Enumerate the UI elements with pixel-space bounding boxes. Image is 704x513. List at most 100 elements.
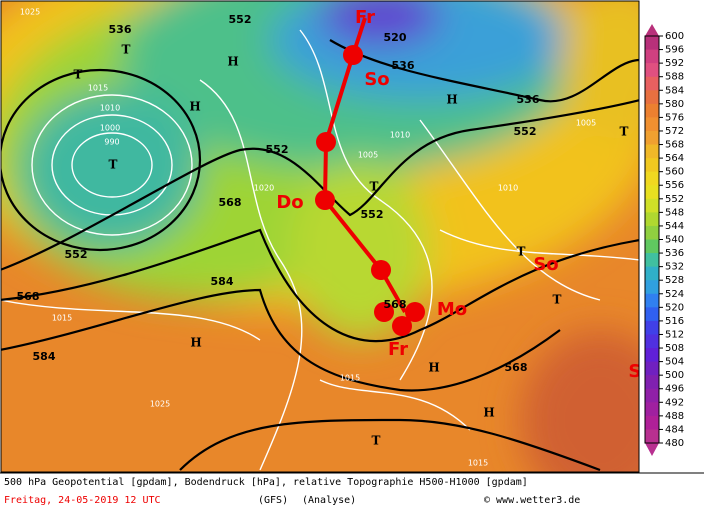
colorbar-swatch	[645, 429, 659, 444]
colorbar-cap	[645, 443, 659, 456]
pressure-center: T	[74, 68, 83, 82]
colorbar-swatch	[645, 348, 659, 363]
colorbar-label: 584	[665, 85, 684, 96]
contour-label: 584	[33, 350, 56, 363]
contour-label: 568	[384, 298, 407, 311]
contour-label: 568	[219, 196, 242, 209]
colorbar-swatch	[645, 90, 659, 105]
pressure-label: 1020	[254, 184, 274, 193]
colorbar-swatch	[645, 144, 659, 159]
colorbar-swatch	[645, 307, 659, 322]
colorbar-label: 568	[665, 140, 684, 151]
contour-label: 552	[229, 13, 252, 26]
pressure-center: H	[190, 336, 201, 350]
pressure-center: T	[122, 43, 131, 57]
colorbar-swatch	[645, 361, 659, 376]
colorbar-swatch	[645, 185, 659, 200]
colorbar-swatch	[645, 388, 659, 403]
track-label: Mo	[437, 299, 467, 320]
colorbar-label: 528	[665, 275, 684, 286]
footer-date: Freitag, 24-05-2019 12 UTC	[4, 495, 161, 506]
contour-label: 568	[505, 361, 528, 374]
pressure-center: T	[109, 158, 118, 172]
track-label: So	[364, 69, 389, 90]
pressure-label: 1005	[358, 151, 378, 160]
colorbar-swatch	[645, 415, 659, 430]
pressure-label: 1010	[498, 184, 518, 193]
colorbar-swatch	[645, 212, 659, 227]
contour-label: 568	[17, 290, 40, 303]
colorbar-cap	[645, 24, 659, 36]
colorbar-label: 560	[665, 167, 684, 178]
colorbar-label: 488	[665, 411, 684, 422]
colorbar-label: 600	[665, 31, 684, 42]
colorbar-label: 548	[665, 207, 684, 218]
colorbar-swatch	[645, 103, 659, 118]
footer-analysis: (Analyse)	[302, 495, 356, 506]
footer-credit: © www.wetter3.de	[484, 495, 580, 506]
colorbar-label: 544	[665, 221, 684, 232]
pressure-label: 1010	[390, 131, 410, 140]
contour-label: 552	[361, 208, 384, 221]
colorbar-label: 524	[665, 289, 684, 300]
colorbar-swatch	[645, 320, 659, 335]
pressure-label: 1025	[20, 8, 40, 17]
colorbar-swatch	[645, 239, 659, 254]
colorbar-swatch	[645, 266, 659, 281]
pressure-center: H	[483, 406, 494, 420]
colorbar-swatch	[645, 117, 659, 132]
colorbar: 600 596 592 588 584 580 576 572 568 564 560 556 552 5…	[644, 24, 684, 456]
colorbar-swatch	[645, 375, 659, 390]
track-label: So	[533, 254, 558, 275]
pressure-label: 990	[104, 138, 119, 147]
colorbar-label: 552	[665, 194, 684, 205]
colorbar-swatch	[645, 293, 659, 308]
colorbar-label: 556	[665, 180, 684, 191]
colorbar-label: 484	[665, 424, 684, 435]
colorbar-label: 536	[665, 248, 684, 259]
colorbar-swatch	[645, 130, 659, 146]
colorbar-label: 580	[665, 99, 684, 110]
pressure-label: 1015	[88, 84, 108, 93]
contour-label: 584	[211, 275, 234, 288]
map-frame	[0, 0, 640, 473]
contour-label: 536	[109, 23, 132, 36]
colorbar-swatch	[645, 49, 659, 64]
geopotential-contours	[1, 39, 639, 472]
track-label: Do	[276, 192, 303, 213]
pressure-center: T	[553, 293, 562, 307]
colorbar-label: 564	[665, 153, 684, 164]
colorbar-swatch	[645, 76, 659, 91]
colorbar-swatch	[645, 334, 659, 349]
colorbar-swatch	[645, 402, 659, 417]
colorbar-label: 516	[665, 316, 684, 327]
pressure-center: T	[517, 245, 526, 259]
colorbar-label: 588	[665, 72, 684, 83]
pressure-center: H	[428, 361, 439, 375]
colorbar-label: 520	[665, 302, 684, 313]
colorbar-label: 540	[665, 235, 684, 246]
pressure-center: H	[446, 93, 457, 107]
colorbar-label: 504	[665, 357, 684, 368]
pressure-center: T	[620, 125, 629, 139]
pressure-center: T	[372, 434, 381, 448]
colorbar-swatch	[645, 198, 659, 213]
track-label: Fr	[355, 7, 375, 28]
colorbar-swatch	[645, 280, 659, 295]
track-points	[315, 45, 425, 336]
colorbar-label: 492	[665, 397, 684, 408]
pressure-label: 1015	[468, 459, 488, 468]
pressure-center: H	[227, 55, 238, 69]
colorbar-swatch	[645, 225, 659, 240]
isobars	[1, 29, 639, 471]
footer-description: 500 hPa Geopotential [gpdam], Bodendruck…	[4, 477, 528, 488]
colorbar-label: 592	[665, 58, 684, 69]
colorbar-swatch	[645, 171, 659, 186]
colorbar-label: 576	[665, 112, 684, 123]
colorbar-label: 532	[665, 262, 684, 273]
colorbar-label: 496	[665, 384, 684, 395]
pressure-label: 1015	[340, 374, 360, 383]
colorbar-label: 512	[665, 329, 684, 340]
track-label: So	[628, 361, 653, 382]
contour-label: 552	[266, 143, 289, 156]
